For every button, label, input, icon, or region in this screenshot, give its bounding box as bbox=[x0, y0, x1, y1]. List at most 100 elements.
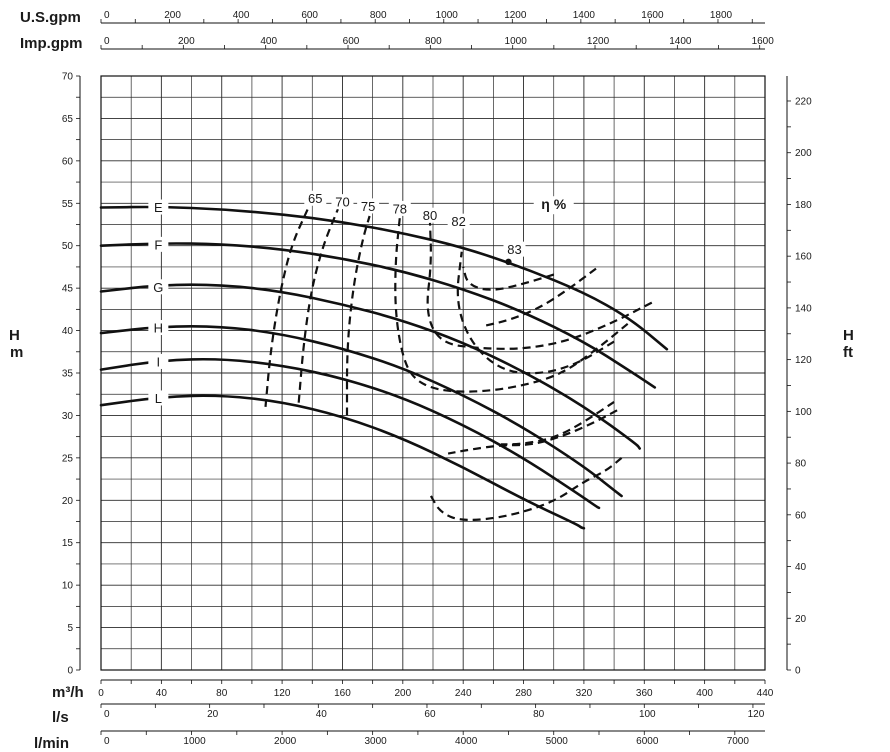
secondary-axis-tick-label: 1000 bbox=[436, 10, 459, 21]
secondary-axis-tick-label: 6000 bbox=[636, 736, 659, 747]
curve-label-bg bbox=[148, 353, 169, 369]
efficiency-curve bbox=[500, 400, 615, 446]
secondary-axis-tick-label: 1000 bbox=[505, 36, 528, 47]
y-left-tick-label: 5 bbox=[67, 623, 73, 634]
efficiency-label-70: 70 bbox=[335, 195, 349, 210]
efficiency-label-bg bbox=[304, 190, 327, 206]
secondary-axis-tick-label: 600 bbox=[301, 10, 318, 21]
efficiency-curve-82 bbox=[456, 251, 615, 375]
efficiency-curve bbox=[485, 267, 597, 327]
y-right-tick-label: 60 bbox=[795, 510, 807, 521]
efficiency-label-75: 75 bbox=[361, 199, 375, 214]
efficiency-curve-75 bbox=[345, 215, 371, 416]
secondary-axis-tick-label: 400 bbox=[233, 10, 250, 21]
flow-ls-axis-label: l/s bbox=[52, 709, 69, 726]
curve-label-bg bbox=[148, 320, 169, 336]
head-curve-g bbox=[99, 283, 641, 450]
x-axis-tick-label: 400 bbox=[696, 688, 713, 699]
head-curve-e bbox=[99, 205, 669, 351]
efficiency-title-bg bbox=[533, 196, 574, 215]
efficiency-label-bg bbox=[331, 194, 354, 210]
head-curve-l bbox=[99, 394, 586, 530]
y-right-tick-label: 180 bbox=[795, 200, 812, 211]
secondary-axis-tick-label: 1400 bbox=[573, 10, 596, 21]
efficiency-curve bbox=[462, 266, 555, 291]
y-right-tick-label: 160 bbox=[795, 252, 812, 263]
efficiency-title: η % bbox=[541, 196, 566, 212]
labels-layer: E F G H I L 65 70 75 78 80 82 83 η % bbox=[148, 190, 574, 406]
curve-label-bg bbox=[148, 236, 169, 252]
secondary-axis-tick-label: 20 bbox=[207, 709, 219, 720]
secondary-axis-tick-label: 1600 bbox=[752, 36, 775, 47]
curve-label-bg bbox=[148, 279, 169, 295]
efficiency-label-bg bbox=[388, 200, 411, 216]
imp-gpm-axis-label: Imp.gpm bbox=[20, 35, 83, 52]
plot-frame bbox=[100, 75, 766, 671]
secondary-axis-tick-label: 60 bbox=[424, 709, 436, 720]
x-axis-tick-label: 40 bbox=[156, 688, 168, 699]
efficiency-label-bg bbox=[357, 198, 380, 214]
secondary-axis-tick-label: 0 bbox=[104, 10, 110, 21]
y-left-tick-label: 65 bbox=[62, 114, 74, 125]
curve-label-f: F bbox=[154, 237, 162, 252]
efficiency-label-65: 65 bbox=[308, 191, 322, 206]
y-right-tick-label: 0 bbox=[795, 666, 801, 677]
secondary-axis-tick-label: 5000 bbox=[546, 736, 569, 747]
y-right-tick-label: 120 bbox=[795, 355, 812, 366]
secondary-axis-tick-label: 200 bbox=[164, 10, 181, 21]
secondary-axis-tick-label: 1600 bbox=[641, 10, 664, 21]
x-axis-tick-label: 200 bbox=[394, 688, 411, 699]
curve-label-l: L bbox=[155, 391, 162, 406]
y-left-tick-label: 50 bbox=[62, 241, 74, 252]
curve-label-h: H bbox=[154, 321, 163, 336]
y-left-tick-label: 30 bbox=[62, 411, 74, 422]
x-axis-tick-label: 0 bbox=[98, 688, 104, 699]
x-axis-tick-label: 160 bbox=[334, 688, 351, 699]
secondary-axis-tick-label: 0 bbox=[104, 736, 110, 747]
secondary-axis-tick-label: 4000 bbox=[455, 736, 478, 747]
secondary-axis-tick-label: 1800 bbox=[710, 10, 733, 21]
head-m-axis-label-unit: m bbox=[10, 344, 23, 361]
y-right-tick-label: 200 bbox=[795, 148, 812, 159]
secondary-axis-tick-label: 120 bbox=[748, 709, 765, 720]
x-axis-tick-label: 80 bbox=[216, 688, 228, 699]
secondary-axis-tick-label: 200 bbox=[178, 36, 195, 47]
efficiency-label-83: 83 bbox=[507, 242, 521, 257]
secondary-axis-tick-label: 1400 bbox=[669, 36, 692, 47]
curve-label-i: I bbox=[157, 354, 161, 369]
secondary-axis-tick-label: 800 bbox=[370, 10, 387, 21]
efficiency-label-82: 82 bbox=[451, 214, 465, 229]
y-left-tick-label: 10 bbox=[62, 581, 74, 592]
y-left-tick-label: 15 bbox=[62, 538, 74, 549]
flow-m3h-axis-label: m³/h bbox=[52, 684, 84, 701]
y-right-tick-label: 220 bbox=[795, 96, 812, 107]
head-curve-h bbox=[99, 324, 623, 498]
grid-layer bbox=[100, 75, 766, 671]
efficiency-label-bg bbox=[447, 213, 470, 229]
efficiency-curve-65 bbox=[264, 208, 309, 407]
y-left-tick-label: 45 bbox=[62, 284, 74, 295]
head-ft-axis-label-unit: ft bbox=[843, 344, 853, 361]
secondary-axis-tick-label: 0 bbox=[104, 709, 110, 720]
y-left-tick-label: 55 bbox=[62, 199, 74, 210]
curve-label-bg bbox=[148, 199, 169, 215]
efficiency-label-bg bbox=[503, 241, 526, 257]
x-axis-tick-label: 120 bbox=[274, 688, 291, 699]
secondary-axis-tick-label: 1200 bbox=[587, 36, 610, 47]
x-axis-tick-label: 440 bbox=[757, 688, 774, 699]
secondary-axis-tick-label: 800 bbox=[425, 36, 442, 47]
curve-label-g: G bbox=[153, 280, 163, 295]
y-left-tick-label: 20 bbox=[62, 496, 74, 507]
efficiency-label-80: 80 bbox=[423, 208, 437, 223]
efficiency-curve-80 bbox=[426, 222, 653, 350]
us-gpm-axis-label: U.S.gpm bbox=[20, 9, 81, 26]
flow-lmin-axis-label: l/min bbox=[34, 735, 69, 752]
efficiency-point-83 bbox=[505, 258, 512, 266]
secondary-axis-tick-label: 1000 bbox=[183, 736, 206, 747]
secondary-axis-tick-label: 100 bbox=[639, 709, 656, 720]
efficiency-curve-70 bbox=[297, 208, 339, 403]
efficiency-label-78: 78 bbox=[393, 201, 407, 216]
secondary-axis-tick-label: 600 bbox=[343, 36, 360, 47]
secondary-axis-tick-label: 40 bbox=[316, 709, 328, 720]
